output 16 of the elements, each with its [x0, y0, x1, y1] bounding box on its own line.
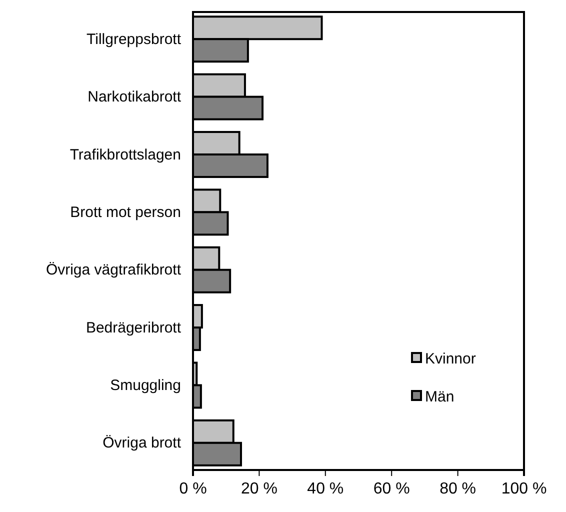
- x-tick-label: 100 %: [501, 480, 547, 498]
- y-tick-label: Narkotikabrott: [88, 88, 182, 106]
- y-tick-label: Brott mot person: [70, 204, 181, 221]
- x-tick-label: 40 %: [307, 480, 344, 498]
- y-tick-label: Övriga vägtrafikbrott: [46, 262, 182, 279]
- y-tick-label: Tillgreppsbrott: [86, 30, 182, 48]
- x-tick-label: 20 %: [240, 480, 278, 498]
- x-tick-label: 0 %: [179, 480, 207, 498]
- legend-label: Män: [425, 388, 454, 406]
- y-tick-label: Övriga brott: [102, 434, 182, 452]
- legend-label: Kvinnor: [425, 350, 476, 368]
- x-tick-label: 60 %: [373, 480, 410, 498]
- x-tick-label: 80 %: [440, 480, 476, 498]
- y-tick-label: Bedrägeribrott: [86, 319, 182, 336]
- y-tick-label: Trafikbrottslagen: [70, 146, 181, 164]
- y-tick-label: Smuggling: [110, 377, 181, 394]
